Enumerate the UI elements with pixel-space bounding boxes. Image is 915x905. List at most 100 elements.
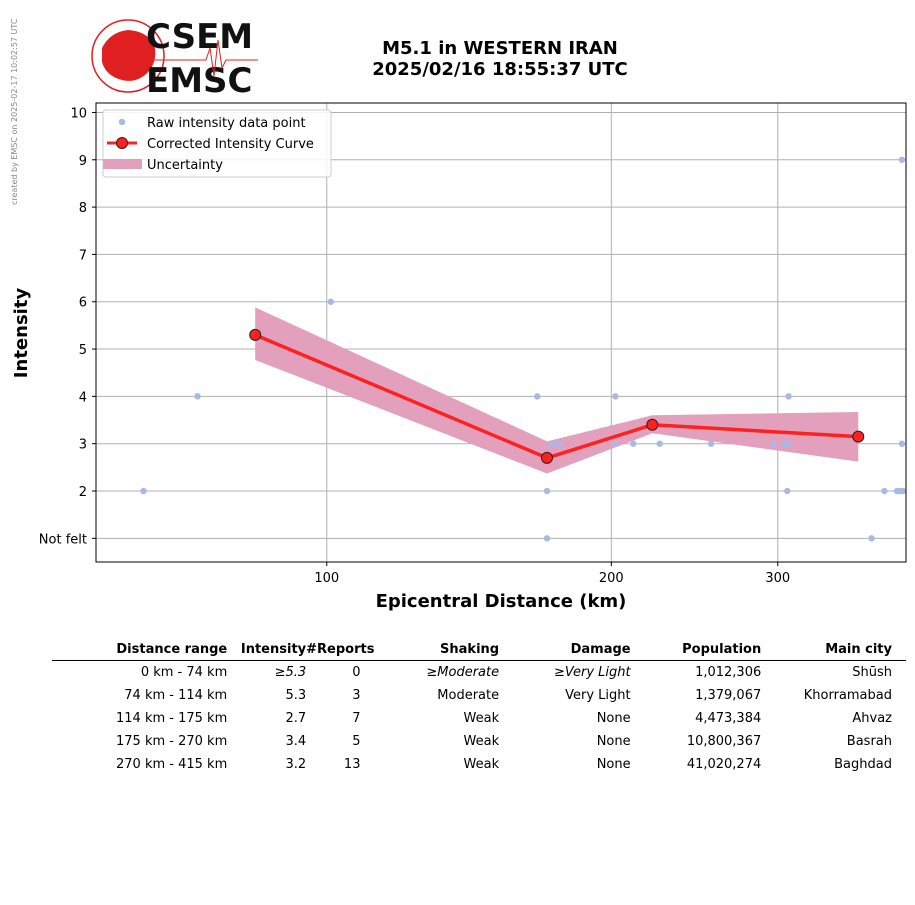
cell-population: 1,379,067 xyxy=(695,688,762,703)
header-damage: Damage xyxy=(570,642,631,657)
raw-data-point xyxy=(868,535,875,542)
raw-data-point xyxy=(630,440,637,447)
y-tick-label: 2 xyxy=(79,485,87,500)
y-axis-label: Intensity xyxy=(11,288,32,379)
cell-intensity: 3.2 xyxy=(285,757,307,772)
cell-damage: ≥Very Light xyxy=(553,665,631,680)
curve-point xyxy=(646,418,659,431)
intensity-chart: Not felt 2 3 4 5 6 7 8 9 10 100 200 300 Epicentral D… xyxy=(11,102,907,612)
raw-data-point xyxy=(785,393,792,400)
legend-box xyxy=(102,109,332,178)
raw-data-point xyxy=(881,487,888,495)
raw-data-point xyxy=(555,440,563,447)
cell-damage: None xyxy=(596,734,631,749)
cell-intensity: ≥5.3 xyxy=(274,665,307,680)
cell-reports: 13 xyxy=(343,757,361,772)
raw-data-point xyxy=(543,535,551,542)
logo-text-csem: CSEM xyxy=(146,18,253,57)
raw-data-point xyxy=(784,487,791,495)
uncertainty-band xyxy=(255,307,859,474)
raw-data-point xyxy=(534,393,541,400)
cell-population: 10,800,367 xyxy=(686,734,762,749)
cell-distance: 114 km - 175 km xyxy=(116,711,228,726)
y-tick-label: 5 xyxy=(79,343,87,358)
cell-population: 41,020,274 xyxy=(686,757,762,772)
y-tick-label: 3 xyxy=(79,438,87,453)
cell-reports: 3 xyxy=(352,688,361,703)
cell-main-city: Basrah xyxy=(846,734,892,749)
csem-emsc-logo: CSEM EMSC xyxy=(91,18,258,98)
logo-globe-icon xyxy=(91,19,165,93)
header-intensity: Intensity xyxy=(240,642,307,657)
table-row: 175 km - 270 km 3.4 5 Weak None 10,800,3… xyxy=(52,730,906,753)
logo-text-emsc: EMSC xyxy=(146,61,253,98)
y-tick-label: 7 xyxy=(79,248,87,263)
cell-population: 4,473,384 xyxy=(695,711,762,726)
cell-reports: 7 xyxy=(352,711,361,726)
raw-data-point xyxy=(194,393,201,400)
plot-frame xyxy=(95,102,907,563)
cell-main-city: Baghdad xyxy=(834,757,892,772)
cell-reports: 0 xyxy=(352,665,361,680)
legend-uncertainty-label: Uncertainty xyxy=(147,158,223,173)
table-row: 74 km - 114 km 5.3 3 Moderate Very Light… xyxy=(52,684,906,707)
cell-main-city: Shūsh xyxy=(852,665,892,680)
table-row: 270 km - 415 km 3.2 13 Weak None 41,020,… xyxy=(52,753,906,776)
curve-point xyxy=(852,430,865,443)
chart-title: M5.1 in WESTERN IRAN 2025/02/16 18:55:37… xyxy=(300,38,700,80)
legend-raw-label: Raw intensity data point xyxy=(147,116,306,131)
raw-data-point xyxy=(898,440,906,447)
legend-raw-marker xyxy=(118,118,126,126)
raw-data-point xyxy=(656,440,663,447)
raw-data-point xyxy=(612,393,619,400)
grid xyxy=(96,103,906,562)
cell-intensity: 3.4 xyxy=(285,734,307,749)
cell-shaking: Weak xyxy=(463,711,500,726)
legend-curve-label: Corrected Intensity Curve xyxy=(147,137,314,152)
cell-distance: 270 km - 415 km xyxy=(116,757,228,772)
table-row: 114 km - 175 km 2.7 7 Weak None 4,473,38… xyxy=(52,707,906,730)
y-tick-label: 10 xyxy=(70,106,87,121)
raw-data-point xyxy=(898,156,906,163)
cell-damage: None xyxy=(596,711,631,726)
cell-reports: 5 xyxy=(352,734,361,749)
x-tick-label: 100 xyxy=(314,571,339,586)
x-tick-label: 200 xyxy=(599,571,624,586)
raw-data-point xyxy=(707,440,715,447)
cell-distance: 0 km - 74 km xyxy=(140,665,228,680)
header-shaking: Shaking xyxy=(440,642,500,657)
cell-damage: None xyxy=(596,757,631,772)
raw-data-point xyxy=(543,487,551,495)
raw-data-point xyxy=(548,440,555,447)
header-reports: #Reports xyxy=(306,642,375,657)
raw-data-point xyxy=(140,487,147,495)
logo-map-shape xyxy=(102,30,156,81)
y-tick-label: 6 xyxy=(79,296,87,311)
y-tick-label: Not felt xyxy=(39,532,87,547)
raw-data-point xyxy=(612,440,619,447)
uncertainty-band-layer xyxy=(255,307,859,474)
legend-curve-marker xyxy=(116,137,128,149)
table-header-row: Distance range Intensity #Reports Shakin… xyxy=(52,640,906,661)
raw-points-layer xyxy=(140,156,907,542)
cell-shaking: Moderate xyxy=(437,688,500,703)
legend: Raw intensity data point Corrected Inten… xyxy=(102,109,332,178)
header-distance: Distance range xyxy=(116,642,228,657)
title-line-2: 2025/02/16 18:55:37 UTC xyxy=(372,59,628,80)
x-axis-label: Epicentral Distance (km) xyxy=(376,591,627,612)
header-population: Population xyxy=(682,642,762,657)
raw-data-point xyxy=(785,440,792,447)
logo-seismogram-line xyxy=(148,39,258,77)
ticks: Not felt 2 3 4 5 6 7 8 9 10 100 200 300 xyxy=(39,106,790,586)
raw-data-point xyxy=(899,487,907,495)
title-line-1: M5.1 in WESTERN IRAN xyxy=(382,38,618,59)
x-tick-label: 300 xyxy=(765,571,790,586)
cell-shaking: Weak xyxy=(463,757,500,772)
raw-data-point xyxy=(770,440,777,447)
cell-main-city: Khorramabad xyxy=(803,688,892,703)
y-tick-label: 8 xyxy=(79,201,87,216)
table-row: 0 km - 74 km ≥5.3 0 ≥Moderate ≥Very Ligh… xyxy=(52,661,906,685)
cell-damage: Very Light xyxy=(565,688,631,703)
legend-uncertainty-swatch xyxy=(103,159,142,169)
cell-distance: 74 km - 114 km xyxy=(124,688,228,703)
